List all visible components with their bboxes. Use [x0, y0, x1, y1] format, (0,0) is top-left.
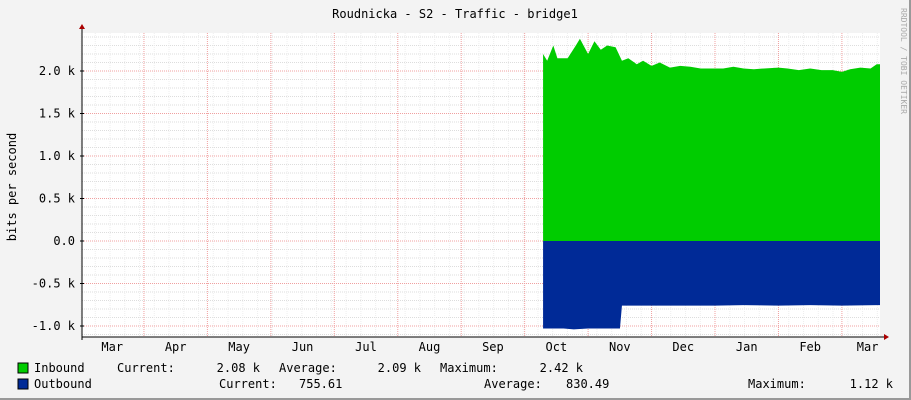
legend-inbound-average-label: Average: [279, 361, 337, 375]
legend-inbound-name: Inbound [34, 361, 85, 375]
x-tick-label: Apr [165, 340, 187, 354]
watermark: RRDTOOL / TOBI OETIKER [899, 8, 908, 114]
legend-outbound-current-label: Current: [219, 377, 277, 391]
legend-outbound-current: 755.61 [299, 377, 342, 391]
x-tick-label: Mar [101, 340, 123, 354]
legend-outbound-name: Outbound [34, 377, 92, 391]
y-tick-label: 1.0 k [39, 149, 76, 163]
y-tick-labels: 2.0 k 1.5 k 1.0 k 0.5 k 0.0 -0.5 k -1.0 k [32, 64, 84, 333]
inbound-swatch [17, 362, 29, 374]
x-tick-label: Dec [672, 340, 694, 354]
legend-inbound-current-label: Current: [117, 361, 175, 375]
y-tick-label: -0.5 k [32, 277, 76, 291]
x-tick-label: Nov [609, 340, 631, 354]
y-tick-label: 0.5 k [39, 192, 76, 206]
x-tick-label: Sep [482, 340, 504, 354]
legend-inbound-maximum-label: Maximum: [440, 361, 498, 375]
legend-inbound-current: 2.08 k [217, 361, 261, 375]
legend-outbound-average: 830.49 [566, 377, 609, 391]
x-tick-label: Aug [419, 340, 441, 354]
legend: Inbound Current: 2.08 k Average: 2.09 k … [17, 361, 894, 391]
legend-outbound-maximum-label: Maximum: [748, 377, 806, 391]
x-tick-label: Feb [799, 340, 821, 354]
x-tick-labels: Mar Apr May Jun Jul Aug Sep Oct Nov Dec Jan Feb Mar [101, 340, 878, 354]
chart-title: Roudnicka - S2 - Traffic - bridge1 [332, 7, 578, 21]
legend-outbound-average-label: Average: [484, 377, 542, 391]
x-tick-label: Jun [292, 340, 314, 354]
x-tick-label: Jan [736, 340, 758, 354]
axes [79, 24, 889, 340]
y-tick-label: -1.0 k [32, 319, 76, 333]
x-tick-label: Jul [355, 340, 377, 354]
legend-outbound-maximum: 1.12 k [850, 377, 894, 391]
legend-inbound-maximum: 2.42 k [540, 361, 584, 375]
y-tick-label: 2.0 k [39, 64, 76, 78]
area-outbound [543, 241, 880, 330]
y-tick-label: 1.5 k [39, 107, 76, 121]
x-axis-arrow [884, 334, 889, 340]
y-axis-arrow [79, 24, 85, 29]
series-areas [543, 38, 880, 330]
x-tick-label: May [228, 340, 250, 354]
area-inbound [543, 38, 880, 242]
x-tick-label: Mar [857, 340, 879, 354]
x-tick-label: Oct [546, 340, 568, 354]
outbound-swatch [17, 378, 29, 390]
y-tick-label: 0.0 [53, 234, 75, 248]
y-axis-label: bits per second [5, 133, 19, 241]
legend-inbound-average: 2.09 k [378, 361, 422, 375]
